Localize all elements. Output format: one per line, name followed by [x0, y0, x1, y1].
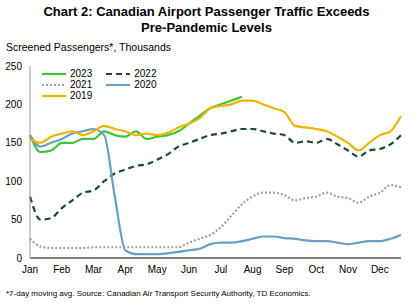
svg-text:Jul: Jul — [214, 264, 227, 275]
html-text:2022: 2022 — [134, 68, 157, 79]
html-text:2020: 2020 — [134, 79, 157, 90]
svg-text:Dec: Dec — [371, 264, 389, 275]
svg-text:Oct: Oct — [308, 264, 324, 275]
svg-text:Sep: Sep — [276, 264, 294, 275]
svg-text:Apr: Apr — [118, 264, 134, 275]
svg-text:Mar: Mar — [85, 264, 103, 275]
svg-text:Jan: Jan — [22, 264, 38, 275]
svg-text:Aug: Aug — [244, 264, 262, 275]
svg-text:0: 0 — [16, 253, 22, 264]
svg-text:Feb: Feb — [53, 264, 71, 275]
svg-text:100: 100 — [8, 176, 22, 187]
svg-text:250: 250 — [8, 61, 22, 72]
svg-text:50: 50 — [11, 214, 23, 225]
svg-text:200: 200 — [8, 99, 22, 110]
svg-text:150: 150 — [8, 137, 22, 148]
svg-text:May: May — [148, 264, 167, 275]
html-text:Chart 2: Canadian Airport Pass: Chart 2: Canadian Airport Passenger Traf… — [43, 4, 370, 35]
html-text:2023: 2023 — [70, 68, 93, 79]
html-text:Screened Passengers*, Thousand: Screened Passengers*, Thousands — [6, 41, 171, 53]
svg-text:Nov: Nov — [339, 264, 357, 275]
html-text:2021: 2021 — [70, 79, 93, 90]
svg-text:Jun: Jun — [181, 264, 197, 275]
html-text:*7-day moving avg. Source: Can: *7-day moving avg. Source: Canadian Air … — [6, 289, 311, 298]
html-text:2019: 2019 — [70, 90, 93, 101]
